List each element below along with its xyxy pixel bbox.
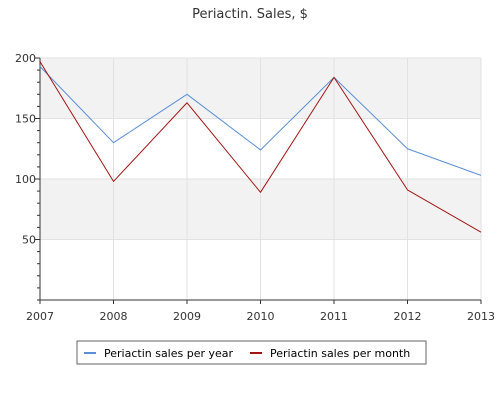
y-tick-label: 200 [15,52,36,65]
x-tick-label: 2008 [100,310,128,323]
y-tick-label: 150 [15,113,36,126]
legend: Periactin sales per year Periactin sales … [76,340,427,365]
x-tick-label: 2012 [394,310,422,323]
x-tick-label: 2007 [26,310,54,323]
y-tick-label: 50 [22,234,36,247]
x-tick-label: 2011 [320,310,348,323]
x-tick-label: 2009 [173,310,201,323]
legend-label-1: Periactin sales per year [104,347,234,360]
series-lines [39,61,482,233]
chart-title: Periactin. Sales, $ [192,7,308,22]
series-line-2 [39,61,482,233]
legend-label-2: Periactin sales per month [270,347,410,360]
y-tick-label: 100 [15,173,36,186]
grid-lines [39,57,482,300]
x-tick-label: 2010 [247,310,275,323]
axes [35,57,482,304]
series-line-1 [39,66,482,176]
tick-labels: 50 100 150 200 2007 2008 2009 2010 2011 2012 2013 [15,52,495,323]
x-tick-label: 2013 [467,310,495,323]
